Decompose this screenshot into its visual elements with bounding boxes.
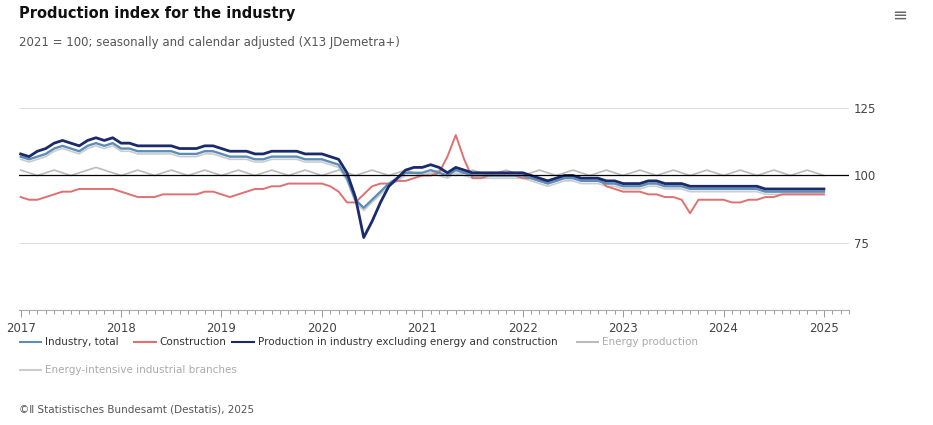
Text: ©Ⅱ Statistisches Bundesamt (Destatis), 2025: ©Ⅱ Statistisches Bundesamt (Destatis), 2… [19, 404, 254, 414]
Text: Energy-intensive industrial branches: Energy-intensive industrial branches [45, 365, 237, 375]
Text: Industry, total: Industry, total [45, 337, 118, 347]
Text: Energy production: Energy production [602, 337, 698, 347]
Text: ≡: ≡ [892, 6, 907, 24]
Text: Production index for the industry: Production index for the industry [19, 6, 295, 21]
Text: Production in industry excluding energy and construction: Production in industry excluding energy … [258, 337, 557, 347]
Text: Construction: Construction [160, 337, 227, 347]
Text: 2021 = 100; seasonally and calendar adjusted (X13 JDemetra+): 2021 = 100; seasonally and calendar adju… [19, 36, 399, 49]
